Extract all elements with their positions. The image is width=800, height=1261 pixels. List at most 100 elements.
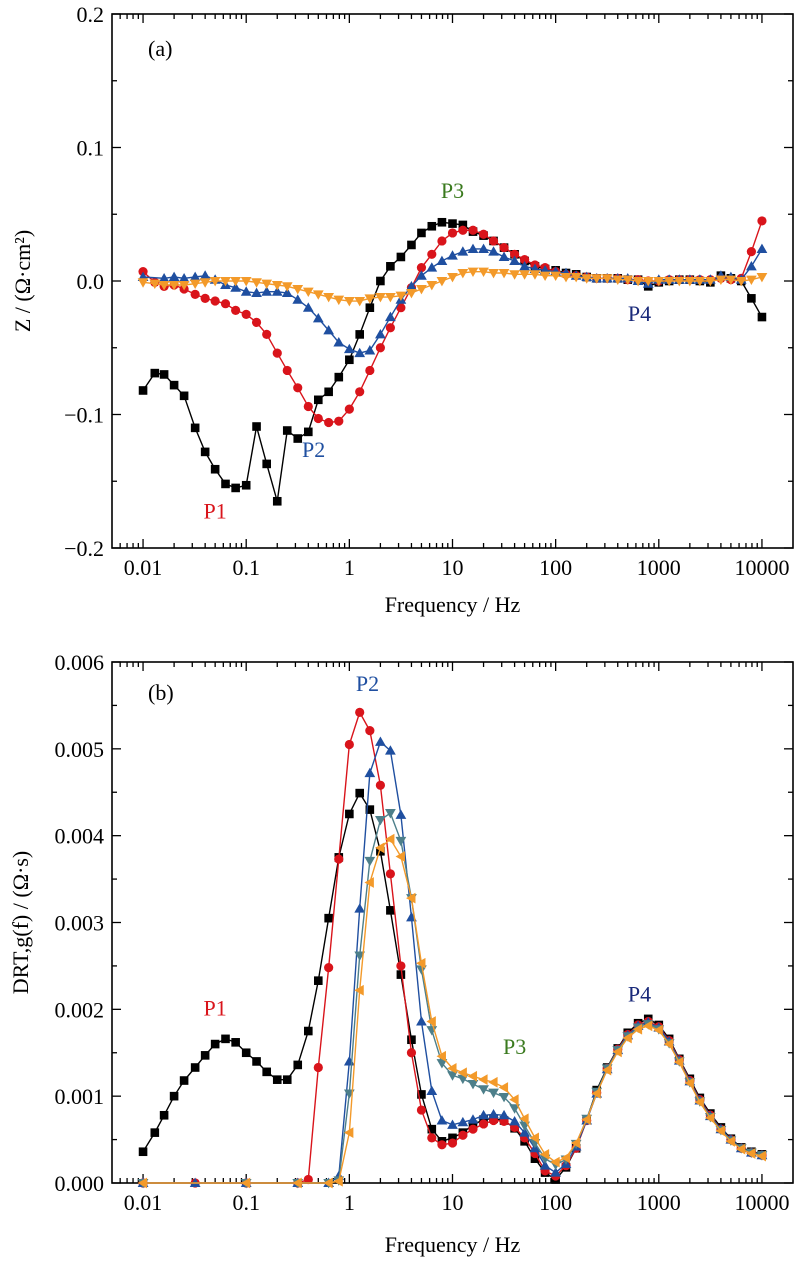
data-point <box>385 292 396 303</box>
data-point <box>293 383 303 393</box>
data-point <box>581 274 593 284</box>
series-2 <box>138 216 767 428</box>
peak-annotation: P3 <box>441 178 464 203</box>
data-point <box>385 745 396 755</box>
data-point <box>385 809 396 819</box>
data-point <box>200 447 210 457</box>
data-point <box>209 276 221 287</box>
x-tick-label: 10000 <box>734 1190 789 1215</box>
data-point <box>488 236 499 246</box>
data-point <box>591 1088 601 1099</box>
data-point <box>530 1154 540 1163</box>
y-tick-label: 0.1 <box>77 136 105 161</box>
series-4 <box>137 267 768 307</box>
data-point <box>395 851 405 862</box>
data-point <box>715 1125 725 1137</box>
data-point <box>396 970 406 979</box>
data-point <box>416 957 426 969</box>
data-point <box>375 816 386 826</box>
series-line <box>142 221 763 502</box>
data-point <box>271 280 283 291</box>
data-point <box>189 279 201 290</box>
series-line <box>143 248 763 354</box>
data-point <box>612 275 624 286</box>
panel-label: (b) <box>148 680 174 705</box>
data-point <box>364 856 376 867</box>
data-point <box>519 1113 529 1125</box>
data-point <box>417 1090 426 1099</box>
data-point <box>323 1177 333 1189</box>
data-point <box>271 286 283 296</box>
data-point <box>447 250 458 260</box>
peak-annotation: P2 <box>302 437 325 462</box>
data-point <box>684 276 696 287</box>
data-point <box>240 286 252 296</box>
data-point <box>622 275 634 286</box>
x-tick-label: 1 <box>344 1190 355 1215</box>
data-point <box>747 294 756 303</box>
data-point <box>704 1112 715 1124</box>
data-point <box>333 1175 343 1187</box>
data-point <box>447 228 458 238</box>
data-point <box>416 284 427 295</box>
y-tick-label: −0.1 <box>64 403 104 428</box>
data-point <box>190 289 200 299</box>
data-point <box>333 295 345 306</box>
data-point <box>467 1079 479 1090</box>
data-point <box>262 459 271 469</box>
data-point <box>478 1109 489 1120</box>
data-point <box>333 337 345 347</box>
data-point <box>416 1016 427 1026</box>
panel-label: (a) <box>148 36 172 61</box>
data-point <box>498 1093 510 1103</box>
data-point <box>324 387 333 397</box>
data-point <box>241 309 251 319</box>
data-point <box>354 347 366 358</box>
data-point <box>323 325 335 335</box>
x-tick-label: 0.1 <box>232 555 260 580</box>
data-point <box>467 267 479 278</box>
data-point <box>190 423 200 433</box>
data-point <box>189 271 201 282</box>
data-point <box>673 276 685 287</box>
data-point <box>281 287 293 298</box>
data-point <box>478 229 489 239</box>
data-point <box>179 391 189 401</box>
data-point <box>570 1137 581 1149</box>
data-point <box>746 1148 756 1159</box>
data-point <box>364 294 376 304</box>
data-point <box>200 293 210 303</box>
series-line <box>143 710 763 1184</box>
data-point <box>365 805 375 814</box>
y-tick-label: 0.2 <box>77 2 105 27</box>
data-point <box>509 1115 520 1126</box>
data-point <box>467 1114 479 1124</box>
data-point <box>282 365 292 376</box>
data-point <box>375 842 385 854</box>
data-point <box>488 268 499 279</box>
data-point <box>427 221 437 231</box>
data-point <box>355 387 365 397</box>
data-point <box>468 225 478 235</box>
data-point <box>334 372 344 382</box>
data-point <box>653 276 665 287</box>
data-point <box>427 1133 437 1143</box>
data-point <box>159 370 169 379</box>
data-point <box>304 1026 313 1036</box>
data-point <box>488 1088 499 1099</box>
data-point <box>560 272 572 283</box>
data-point <box>324 417 334 428</box>
data-point <box>509 1104 520 1114</box>
data-point <box>498 1082 509 1093</box>
data-point <box>385 833 395 845</box>
data-point <box>416 270 427 280</box>
series-1 <box>138 217 767 506</box>
data-point <box>324 913 333 923</box>
x-tick-label: 10 <box>442 1190 464 1215</box>
data-point <box>365 303 375 312</box>
data-point <box>365 365 375 376</box>
data-point <box>396 961 406 971</box>
data-point <box>138 386 148 395</box>
data-point <box>539 271 551 282</box>
data-point <box>509 255 520 266</box>
